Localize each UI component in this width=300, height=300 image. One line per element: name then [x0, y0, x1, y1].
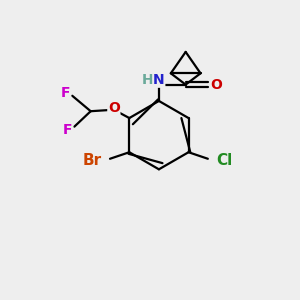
Text: Br: Br: [82, 153, 102, 168]
Text: F: F: [63, 123, 73, 136]
Text: N: N: [153, 73, 165, 87]
Text: Cl: Cl: [216, 153, 232, 168]
Text: O: O: [108, 101, 120, 115]
Text: H: H: [142, 73, 153, 87]
Text: F: F: [61, 86, 70, 100]
Text: O: O: [210, 78, 222, 92]
